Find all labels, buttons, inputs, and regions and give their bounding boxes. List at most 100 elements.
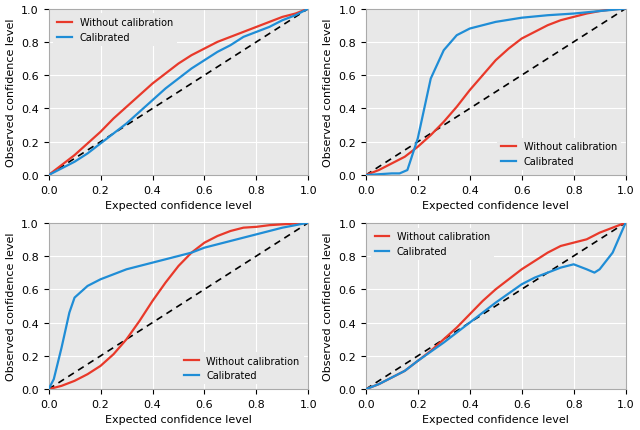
Without calibration bbox=[45, 173, 52, 178]
Calibrated bbox=[58, 345, 65, 350]
Without calibration bbox=[440, 337, 447, 342]
Without calibration bbox=[531, 259, 538, 264]
Without calibration bbox=[200, 240, 208, 246]
Calibrated bbox=[58, 166, 65, 172]
Calibrated bbox=[596, 9, 604, 15]
Calibrated bbox=[214, 50, 221, 55]
Without calibration bbox=[492, 287, 500, 292]
Calibrated bbox=[123, 122, 131, 127]
Without calibration bbox=[162, 280, 170, 286]
Without calibration bbox=[97, 363, 104, 369]
Without calibration bbox=[583, 237, 591, 243]
Y-axis label: Observed confidence level: Observed confidence level bbox=[323, 232, 333, 380]
Without calibration bbox=[58, 384, 65, 389]
Calibrated bbox=[570, 12, 577, 17]
Calibrated bbox=[557, 265, 564, 270]
Calibrated bbox=[492, 20, 500, 25]
Calibrated bbox=[214, 242, 221, 247]
Without calibration bbox=[362, 387, 370, 392]
Calibrated bbox=[84, 151, 92, 157]
Without calibration bbox=[188, 53, 195, 58]
Calibrated bbox=[162, 257, 170, 262]
Without calibration bbox=[414, 145, 422, 150]
Without calibration bbox=[71, 153, 79, 158]
Without calibration bbox=[227, 35, 234, 40]
Calibrated bbox=[109, 132, 117, 137]
Calibrated bbox=[50, 377, 58, 382]
Without calibration bbox=[505, 277, 513, 282]
Legend: Without calibration, Calibrated: Without calibration, Calibrated bbox=[371, 228, 494, 261]
Legend: Without calibration, Calibrated: Without calibration, Calibrated bbox=[180, 352, 303, 384]
Without calibration bbox=[531, 30, 538, 35]
Without calibration bbox=[175, 264, 182, 269]
Calibrated bbox=[292, 14, 300, 19]
Without calibration bbox=[148, 82, 156, 87]
Without calibration bbox=[375, 382, 383, 387]
Line: Calibrated: Calibrated bbox=[49, 9, 308, 175]
Without calibration bbox=[123, 337, 131, 342]
Calibrated bbox=[97, 141, 104, 147]
Without calibration bbox=[544, 24, 552, 29]
Line: Without calibration: Without calibration bbox=[49, 223, 308, 389]
Without calibration bbox=[266, 20, 273, 25]
Calibrated bbox=[148, 261, 156, 266]
Calibrated bbox=[544, 14, 552, 19]
Calibrated bbox=[531, 275, 538, 280]
Calibrated bbox=[466, 27, 474, 32]
Y-axis label: Observed confidence level: Observed confidence level bbox=[323, 18, 333, 167]
Without calibration bbox=[609, 8, 616, 13]
Calibrated bbox=[492, 300, 500, 305]
Without calibration bbox=[544, 250, 552, 255]
Without calibration bbox=[123, 105, 131, 110]
Without calibration bbox=[557, 18, 564, 24]
Without calibration bbox=[557, 244, 564, 249]
Calibrated bbox=[518, 282, 525, 287]
Without calibration bbox=[362, 173, 370, 178]
Calibrated bbox=[414, 136, 422, 141]
Calibrated bbox=[622, 7, 630, 12]
Line: Without calibration: Without calibration bbox=[366, 223, 626, 389]
Without calibration bbox=[214, 40, 221, 45]
Calibrated bbox=[544, 270, 552, 276]
Without calibration bbox=[266, 223, 273, 228]
Calibrated bbox=[175, 77, 182, 82]
Calibrated bbox=[278, 18, 286, 24]
Calibrated bbox=[404, 168, 412, 173]
Without calibration bbox=[84, 372, 92, 377]
Without calibration bbox=[427, 133, 435, 138]
X-axis label: Expected confidence level: Expected confidence level bbox=[422, 415, 569, 424]
Line: Calibrated: Calibrated bbox=[366, 9, 626, 175]
Without calibration bbox=[253, 225, 260, 230]
Calibrated bbox=[188, 67, 195, 72]
Calibrated bbox=[609, 250, 616, 255]
Without calibration bbox=[162, 72, 170, 77]
Without calibration bbox=[71, 378, 79, 384]
Without calibration bbox=[388, 375, 396, 380]
Calibrated bbox=[570, 262, 577, 267]
Calibrated bbox=[97, 277, 104, 282]
Without calibration bbox=[305, 221, 312, 226]
Calibrated bbox=[440, 340, 447, 345]
Calibrated bbox=[188, 250, 195, 255]
Calibrated bbox=[136, 110, 143, 115]
Without calibration bbox=[292, 12, 300, 17]
Calibrated bbox=[71, 160, 79, 165]
Calibrated bbox=[65, 310, 73, 316]
Without calibration bbox=[239, 226, 247, 231]
Line: Without calibration: Without calibration bbox=[49, 9, 308, 175]
Calibrated bbox=[45, 173, 52, 178]
Without calibration bbox=[58, 163, 65, 168]
Calibrated bbox=[427, 77, 435, 82]
Without calibration bbox=[45, 387, 52, 392]
Without calibration bbox=[200, 47, 208, 52]
Calibrated bbox=[362, 387, 370, 392]
Without calibration bbox=[109, 117, 117, 122]
Without calibration bbox=[84, 141, 92, 147]
Without calibration bbox=[227, 229, 234, 234]
Without calibration bbox=[175, 62, 182, 67]
Calibrated bbox=[266, 25, 273, 31]
Calibrated bbox=[227, 43, 234, 49]
Without calibration bbox=[570, 240, 577, 246]
Calibrated bbox=[401, 369, 408, 374]
Without calibration bbox=[214, 234, 221, 239]
